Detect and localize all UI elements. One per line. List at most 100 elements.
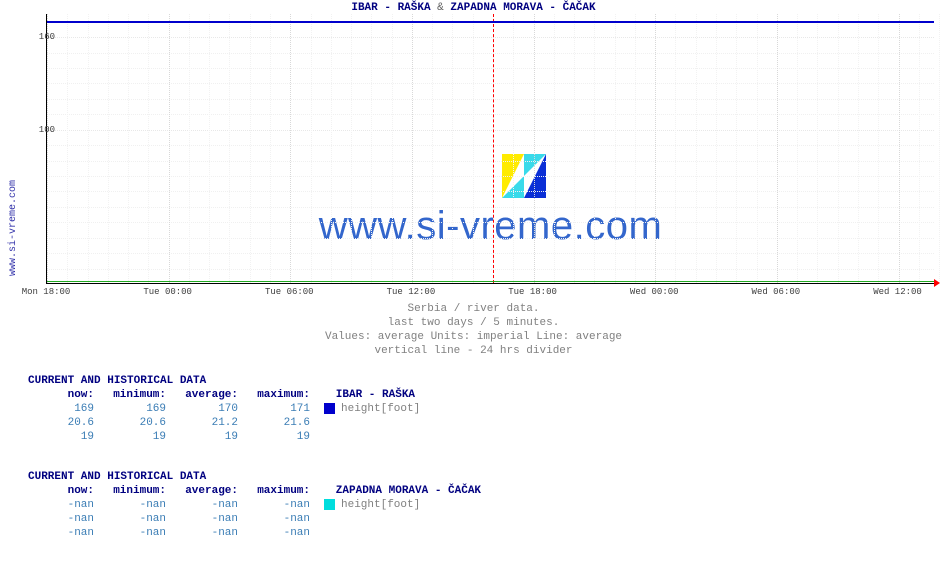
data-cell: 19 xyxy=(172,430,244,444)
data-cell: -nan xyxy=(28,498,100,512)
data-cell: -nan xyxy=(172,512,244,526)
gridline-h-minor xyxy=(47,269,934,270)
gridline-v xyxy=(412,14,413,283)
data-block-heading: CURRENT AND HISTORICAL DATA xyxy=(28,470,481,484)
data-row: 20.620.621.221.6 xyxy=(28,416,420,430)
gridline-v-minor xyxy=(513,14,514,283)
watermark-text: www.si-vreme.com xyxy=(47,204,934,249)
gridline-v-minor xyxy=(331,14,332,283)
data-row: -nan-nan-nan-nan xyxy=(28,526,481,540)
axis-arrow-icon xyxy=(934,279,940,287)
gridline-v-minor xyxy=(675,14,676,283)
data-cell: -nan xyxy=(244,512,316,526)
gridline-v-minor xyxy=(392,14,393,283)
gridline-h-minor xyxy=(47,222,934,223)
baseline-line xyxy=(47,281,934,282)
gridline-v xyxy=(777,14,778,283)
source-url-vertical: www.si-vreme.com xyxy=(8,180,19,276)
data-row: 19191919 xyxy=(28,430,420,444)
title-right: ZAPADNA MORAVA - ČAČAK xyxy=(450,2,595,14)
gridline-h xyxy=(47,130,934,131)
gridline-v-minor xyxy=(189,14,190,283)
data-label: now: xyxy=(28,388,100,402)
data-cell: -nan xyxy=(28,512,100,526)
data-row: 169169170171height[foot] xyxy=(28,402,420,416)
gridline-v xyxy=(899,14,900,283)
caption-line: Values: average Units: imperial Line: av… xyxy=(0,330,947,344)
gridline-v-minor xyxy=(757,14,758,283)
data-row: -nan-nan-nan-nanheight[foot] xyxy=(28,498,481,512)
legend-label: height[foot] xyxy=(341,499,420,511)
gridline-v-minor xyxy=(594,14,595,283)
gridline-h-minor xyxy=(47,99,934,100)
gridline-v-minor xyxy=(838,14,839,283)
xtick-label: Mon 18:00 xyxy=(22,287,71,297)
data-cell: 20.6 xyxy=(100,416,172,430)
marker-24h-line xyxy=(493,14,494,283)
data-label: minimum: xyxy=(100,484,172,498)
data-block-labels: now:minimum:average:maximum: IBAR - RAŠK… xyxy=(28,388,420,402)
data-cell: -nan xyxy=(100,526,172,540)
gridline-v-minor xyxy=(473,14,474,283)
gridline-v-minor xyxy=(817,14,818,283)
data-cell: 19 xyxy=(100,430,172,444)
data-label: minimum: xyxy=(100,388,172,402)
chart-title: IBAR - RAŠKA & ZAPADNA MORAVA - ČAČAK xyxy=(0,2,947,14)
data-cell: 20.6 xyxy=(28,416,100,430)
data-label: maximum: xyxy=(244,388,316,402)
gridline-v xyxy=(655,14,656,283)
data-cell: -nan xyxy=(28,526,100,540)
data-cell: 170 xyxy=(172,402,244,416)
data-label: maximum: xyxy=(244,484,316,498)
xtick-label: Wed 00:00 xyxy=(630,287,679,297)
gridline-v-minor xyxy=(615,14,616,283)
data-cell: 169 xyxy=(100,402,172,416)
gridline-v-minor xyxy=(554,14,555,283)
gridline-v-minor xyxy=(452,14,453,283)
chart-plot-area: www.si-vreme.com xyxy=(46,14,934,284)
gridline-h-minor xyxy=(47,145,934,146)
gridline-v-minor xyxy=(858,14,859,283)
gridline-v-minor xyxy=(311,14,312,283)
gridline-h-minor xyxy=(47,53,934,54)
data-block-labels: now:minimum:average:maximum: ZAPADNA MOR… xyxy=(28,484,481,498)
gridline-v-minor xyxy=(919,14,920,283)
caption-line: last two days / 5 minutes. xyxy=(0,316,947,330)
gridline-h xyxy=(47,37,934,38)
data-cell: 19 xyxy=(244,430,316,444)
gridline-v-minor xyxy=(797,14,798,283)
caption-line: Serbia / river data. xyxy=(0,302,947,316)
gridline-h-minor xyxy=(47,68,934,69)
gridline-v-minor xyxy=(432,14,433,283)
legend-swatch-icon xyxy=(324,499,335,510)
chart-caption: Serbia / river data.last two days / 5 mi… xyxy=(0,302,947,358)
data-label: now: xyxy=(28,484,100,498)
gridline-h-minor xyxy=(47,191,934,192)
legend-label: height[foot] xyxy=(341,403,420,415)
gridline-v-minor xyxy=(108,14,109,283)
gridline-v-minor xyxy=(67,14,68,283)
data-row: -nan-nan-nan-nan xyxy=(28,512,481,526)
xtick-label: Tue 06:00 xyxy=(265,287,314,297)
data-block-1: CURRENT AND HISTORICAL DATAnow:minimum:a… xyxy=(28,374,420,444)
gridline-v xyxy=(534,14,535,283)
xtick-label: Tue 00:00 xyxy=(143,287,192,297)
data-block-heading: CURRENT AND HISTORICAL DATA xyxy=(28,374,420,388)
gridline-v-minor xyxy=(270,14,271,283)
gridline-v-minor xyxy=(696,14,697,283)
gridline-h-minor xyxy=(47,114,934,115)
gridline-h-minor xyxy=(47,83,934,84)
gridline-v-minor xyxy=(736,14,737,283)
data-cell: -nan xyxy=(100,498,172,512)
data-cell: 169 xyxy=(28,402,100,416)
series-name: ZAPADNA MORAVA - ČAČAK xyxy=(316,485,481,497)
gridline-v-minor xyxy=(128,14,129,283)
gridline-v-minor xyxy=(148,14,149,283)
gridline-v-minor xyxy=(635,14,636,283)
gridline-v-minor xyxy=(88,14,89,283)
gridline-v xyxy=(290,14,291,283)
data-cell: -nan xyxy=(244,526,316,540)
series-name: IBAR - RAŠKA xyxy=(316,389,415,401)
data-cell: 21.2 xyxy=(172,416,244,430)
gridline-h-minor xyxy=(47,161,934,162)
